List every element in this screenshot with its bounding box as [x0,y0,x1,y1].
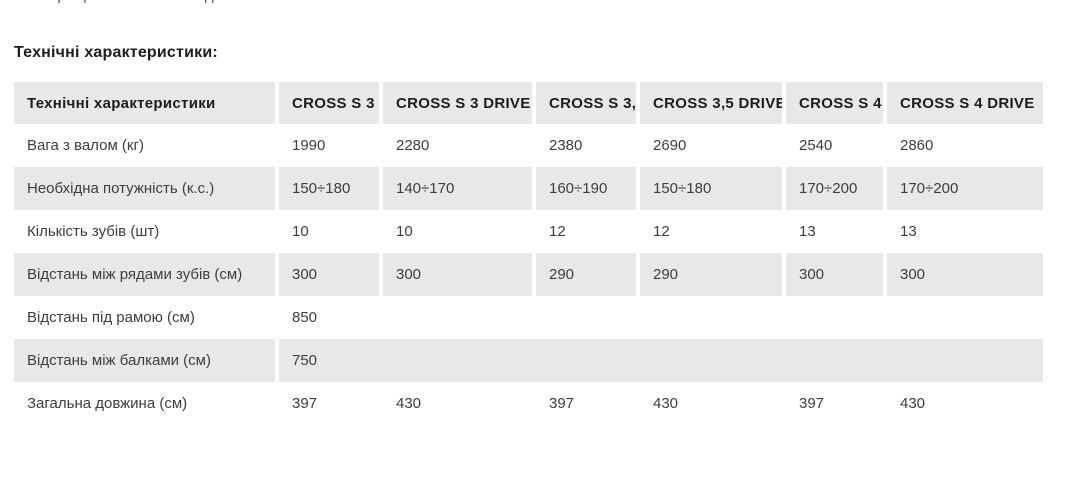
spec-value: 290 [534,253,640,296]
spec-value: 430 [638,382,786,425]
row-label: Кількість зубів (шт) [14,210,279,253]
spec-value: 170÷200 [784,167,887,210]
spec-value: 300 [277,253,383,296]
spec-value: 397 [277,382,383,425]
column-header: CROSS S 3 [277,82,383,124]
spec-value: 397 [784,382,887,425]
spec-value: 300 [381,253,536,296]
spec-value: 1990 [277,124,383,167]
spec-value: 12 [534,210,640,253]
specs-table-header: Технічні характеристики CROSS S 3 CROSS S … [14,82,1043,124]
clipped-text: на сторінці вказані технічні дані [14,0,614,4]
spec-value: 13 [784,210,887,253]
header-row: Технічні характеристики CROSS S 3 CROSS S … [14,82,1043,124]
spec-value: 160÷190 [534,167,640,210]
table-row: Кількість зубів (шт) 10 10 12 12 13 13 [14,210,1043,253]
column-header: Технічні характеристики [14,82,279,124]
spec-value: 150÷180 [277,167,383,210]
row-label: Вага з валом (кг) [14,124,279,167]
spec-value: 10 [381,210,536,253]
spec-value: 750 [277,339,1043,382]
table-row: Відстань між рядами зубів (см) 300 300 290 2… [14,253,1043,296]
spec-value: 10 [277,210,383,253]
column-header: CROSS 3,5 DRIVE [638,82,786,124]
row-label: Відстань під рамою (см) [14,296,279,339]
table-row: Відстань під рамою (см) 850 [14,296,1043,339]
row-label: Відстань між рядами зубів (см) [14,253,279,296]
row-label: Необхідна потужність (к.с.) [14,167,279,210]
clipped-text-line: на сторінці вказані технічні дані [14,0,614,6]
spec-value: 300 [885,253,1043,296]
spec-value: 12 [638,210,786,253]
spec-value: 2280 [381,124,536,167]
column-header: CROSS S 4 DRIVE [885,82,1043,124]
table-row: Загальна довжина (см) 397 430 397 430 397 430 [14,382,1043,425]
spec-value: 2690 [638,124,786,167]
row-label: Відстань між балками (см) [14,339,279,382]
spec-value: 300 [784,253,887,296]
table-row: Необхідна потужність (к.с.) 150÷180 140÷17… [14,167,1043,210]
spec-value: 2380 [534,124,640,167]
spec-value: 290 [638,253,786,296]
section-title: Технічні характеристики: [14,44,218,61]
spec-value: 397 [534,382,640,425]
column-header: CROSS S 3,5 [534,82,640,124]
specs-table: Технічні характеристики CROSS S 3 CROSS S … [14,82,1043,425]
column-header: CROSS S 3 DRIVE [381,82,536,124]
table-row: Відстань між балками (см) 750 [14,339,1043,382]
spec-value: 150÷180 [638,167,786,210]
spec-value: 140÷170 [381,167,536,210]
spec-value: 430 [900,395,926,412]
spec-value: 2860 [900,137,934,154]
spec-value: 13 [900,223,917,240]
spec-value: 850 [292,309,318,326]
row-label: Загальна довжина (см) [14,382,279,425]
spec-value: 2540 [784,124,887,167]
specs-table-body: Вага з валом (кг) 1990 2280 2380 2690 2540 286… [14,124,1043,425]
spec-value: 170÷200 [885,167,1043,210]
column-header: CROSS S 4 [784,82,887,124]
table-row: Вага з валом (кг) 1990 2280 2380 2690 2540 286… [14,124,1043,167]
spec-value: 430 [381,382,536,425]
